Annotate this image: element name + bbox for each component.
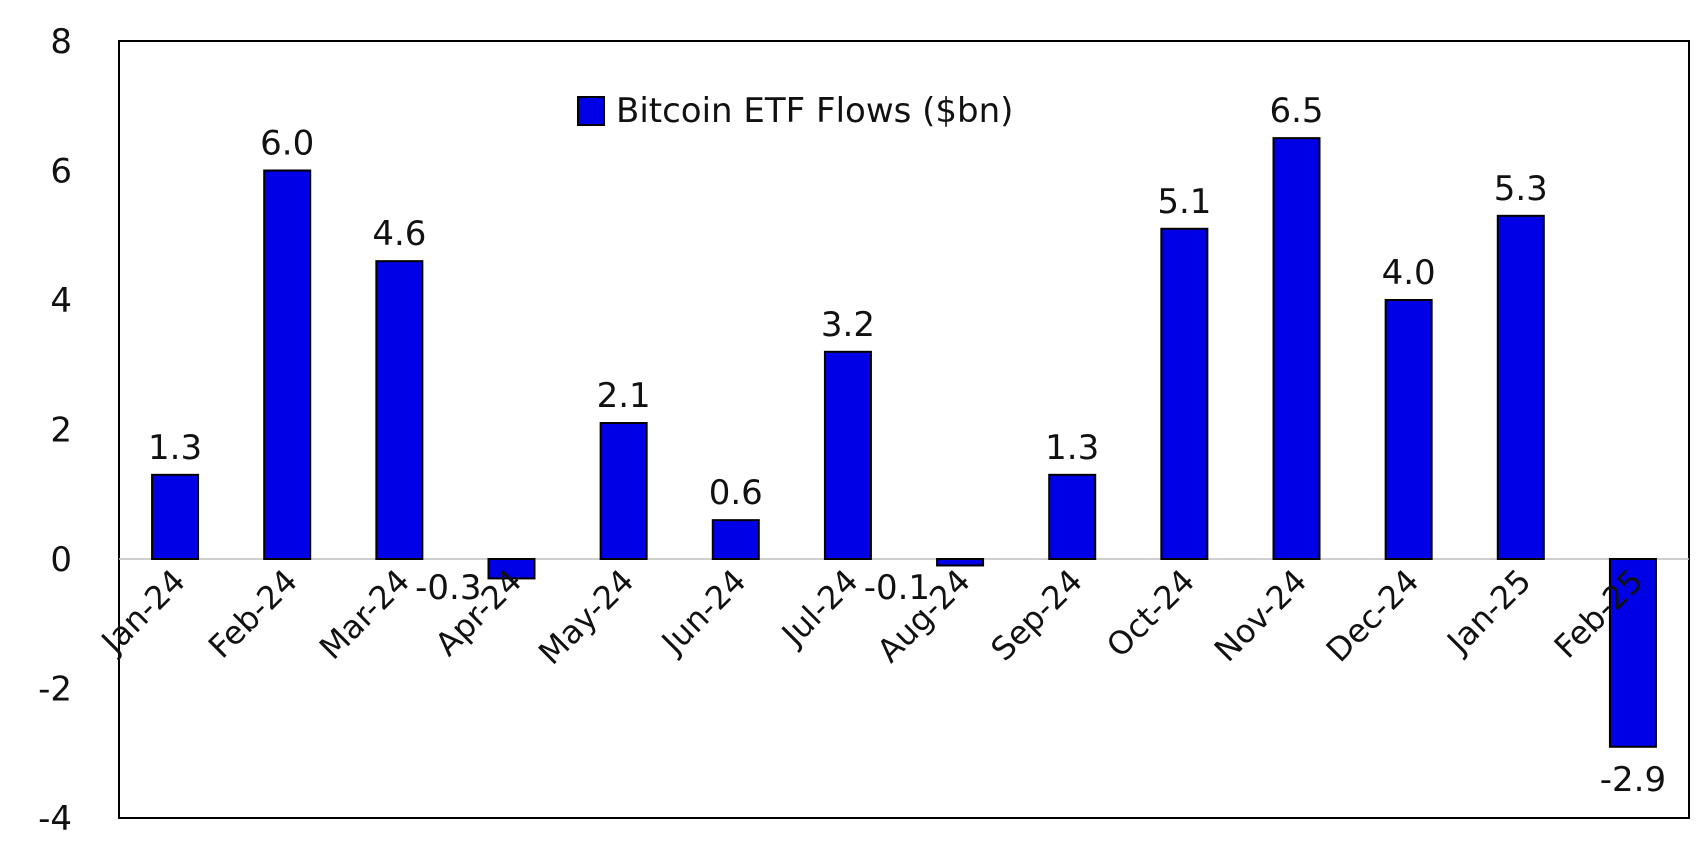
plot-area-border xyxy=(118,40,1690,819)
data-label: 6.0 xyxy=(260,124,314,164)
x-tick-label: Feb-24 xyxy=(201,562,305,666)
x-tick-label: Oct-24 xyxy=(1099,562,1202,665)
x-tick-label: Jul-24 xyxy=(773,562,866,655)
x-tick-label: Jun-24 xyxy=(653,562,754,663)
bar xyxy=(1272,137,1321,560)
bar xyxy=(936,558,985,567)
x-tick-label: Dec-24 xyxy=(1319,562,1427,670)
data-label: 4.0 xyxy=(1382,253,1436,293)
legend-label: Bitcoin ETF Flows ($bn) xyxy=(616,91,1013,131)
data-label: 6.5 xyxy=(1269,91,1323,131)
data-label: 5.1 xyxy=(1157,182,1211,222)
x-tick-label: Jan-25 xyxy=(1438,562,1538,662)
y-tick-label: 8 xyxy=(50,22,72,62)
data-label: 0.6 xyxy=(709,473,763,513)
bar xyxy=(375,260,424,560)
data-label: 4.6 xyxy=(372,214,426,254)
x-tick-label: Jan-24 xyxy=(93,562,193,662)
data-label: 1.3 xyxy=(1045,428,1099,468)
bar xyxy=(487,558,536,580)
data-label: -0.1 xyxy=(864,568,930,608)
data-label: 2.1 xyxy=(597,376,651,416)
bar xyxy=(1496,214,1545,560)
bar xyxy=(263,169,312,560)
y-tick-label: 6 xyxy=(50,152,72,192)
y-tick-label: 0 xyxy=(50,540,72,580)
bars-group xyxy=(151,137,1657,748)
bar xyxy=(823,350,872,560)
x-tick-label: May-24 xyxy=(531,562,641,672)
bar xyxy=(1048,473,1097,561)
bar xyxy=(1384,299,1433,560)
legend-swatch xyxy=(577,96,605,126)
x-tick-label: Mar-24 xyxy=(312,562,417,667)
bar xyxy=(711,519,760,561)
data-label: 5.3 xyxy=(1494,169,1548,209)
y-tick-label: 2 xyxy=(50,411,72,451)
data-label: -0.3 xyxy=(415,568,481,608)
x-tick-label: Sep-24 xyxy=(983,562,1089,668)
data-label: 1.3 xyxy=(148,428,202,468)
y-axis-ticks: -4 -2 0 2 4 6 8 xyxy=(38,22,72,839)
data-label: -2.9 xyxy=(1600,760,1666,800)
data-labels-group: 1.3 6.0 4.6 -0.3 2.1 0.6 3.2 -0.1 1.3 5.1 6.5 4.0 5.… xyxy=(148,91,1666,800)
x-tick-label: Nov-24 xyxy=(1207,562,1314,669)
bar xyxy=(1160,227,1209,560)
legend: Bitcoin ETF Flows ($bn) xyxy=(577,91,1013,131)
y-tick-label: -2 xyxy=(38,670,72,710)
bar xyxy=(599,422,648,560)
bar xyxy=(1608,558,1657,748)
data-label: 3.2 xyxy=(821,305,875,345)
y-tick-label: -4 xyxy=(38,799,72,839)
y-tick-label: 4 xyxy=(50,281,72,321)
bar xyxy=(151,473,200,561)
